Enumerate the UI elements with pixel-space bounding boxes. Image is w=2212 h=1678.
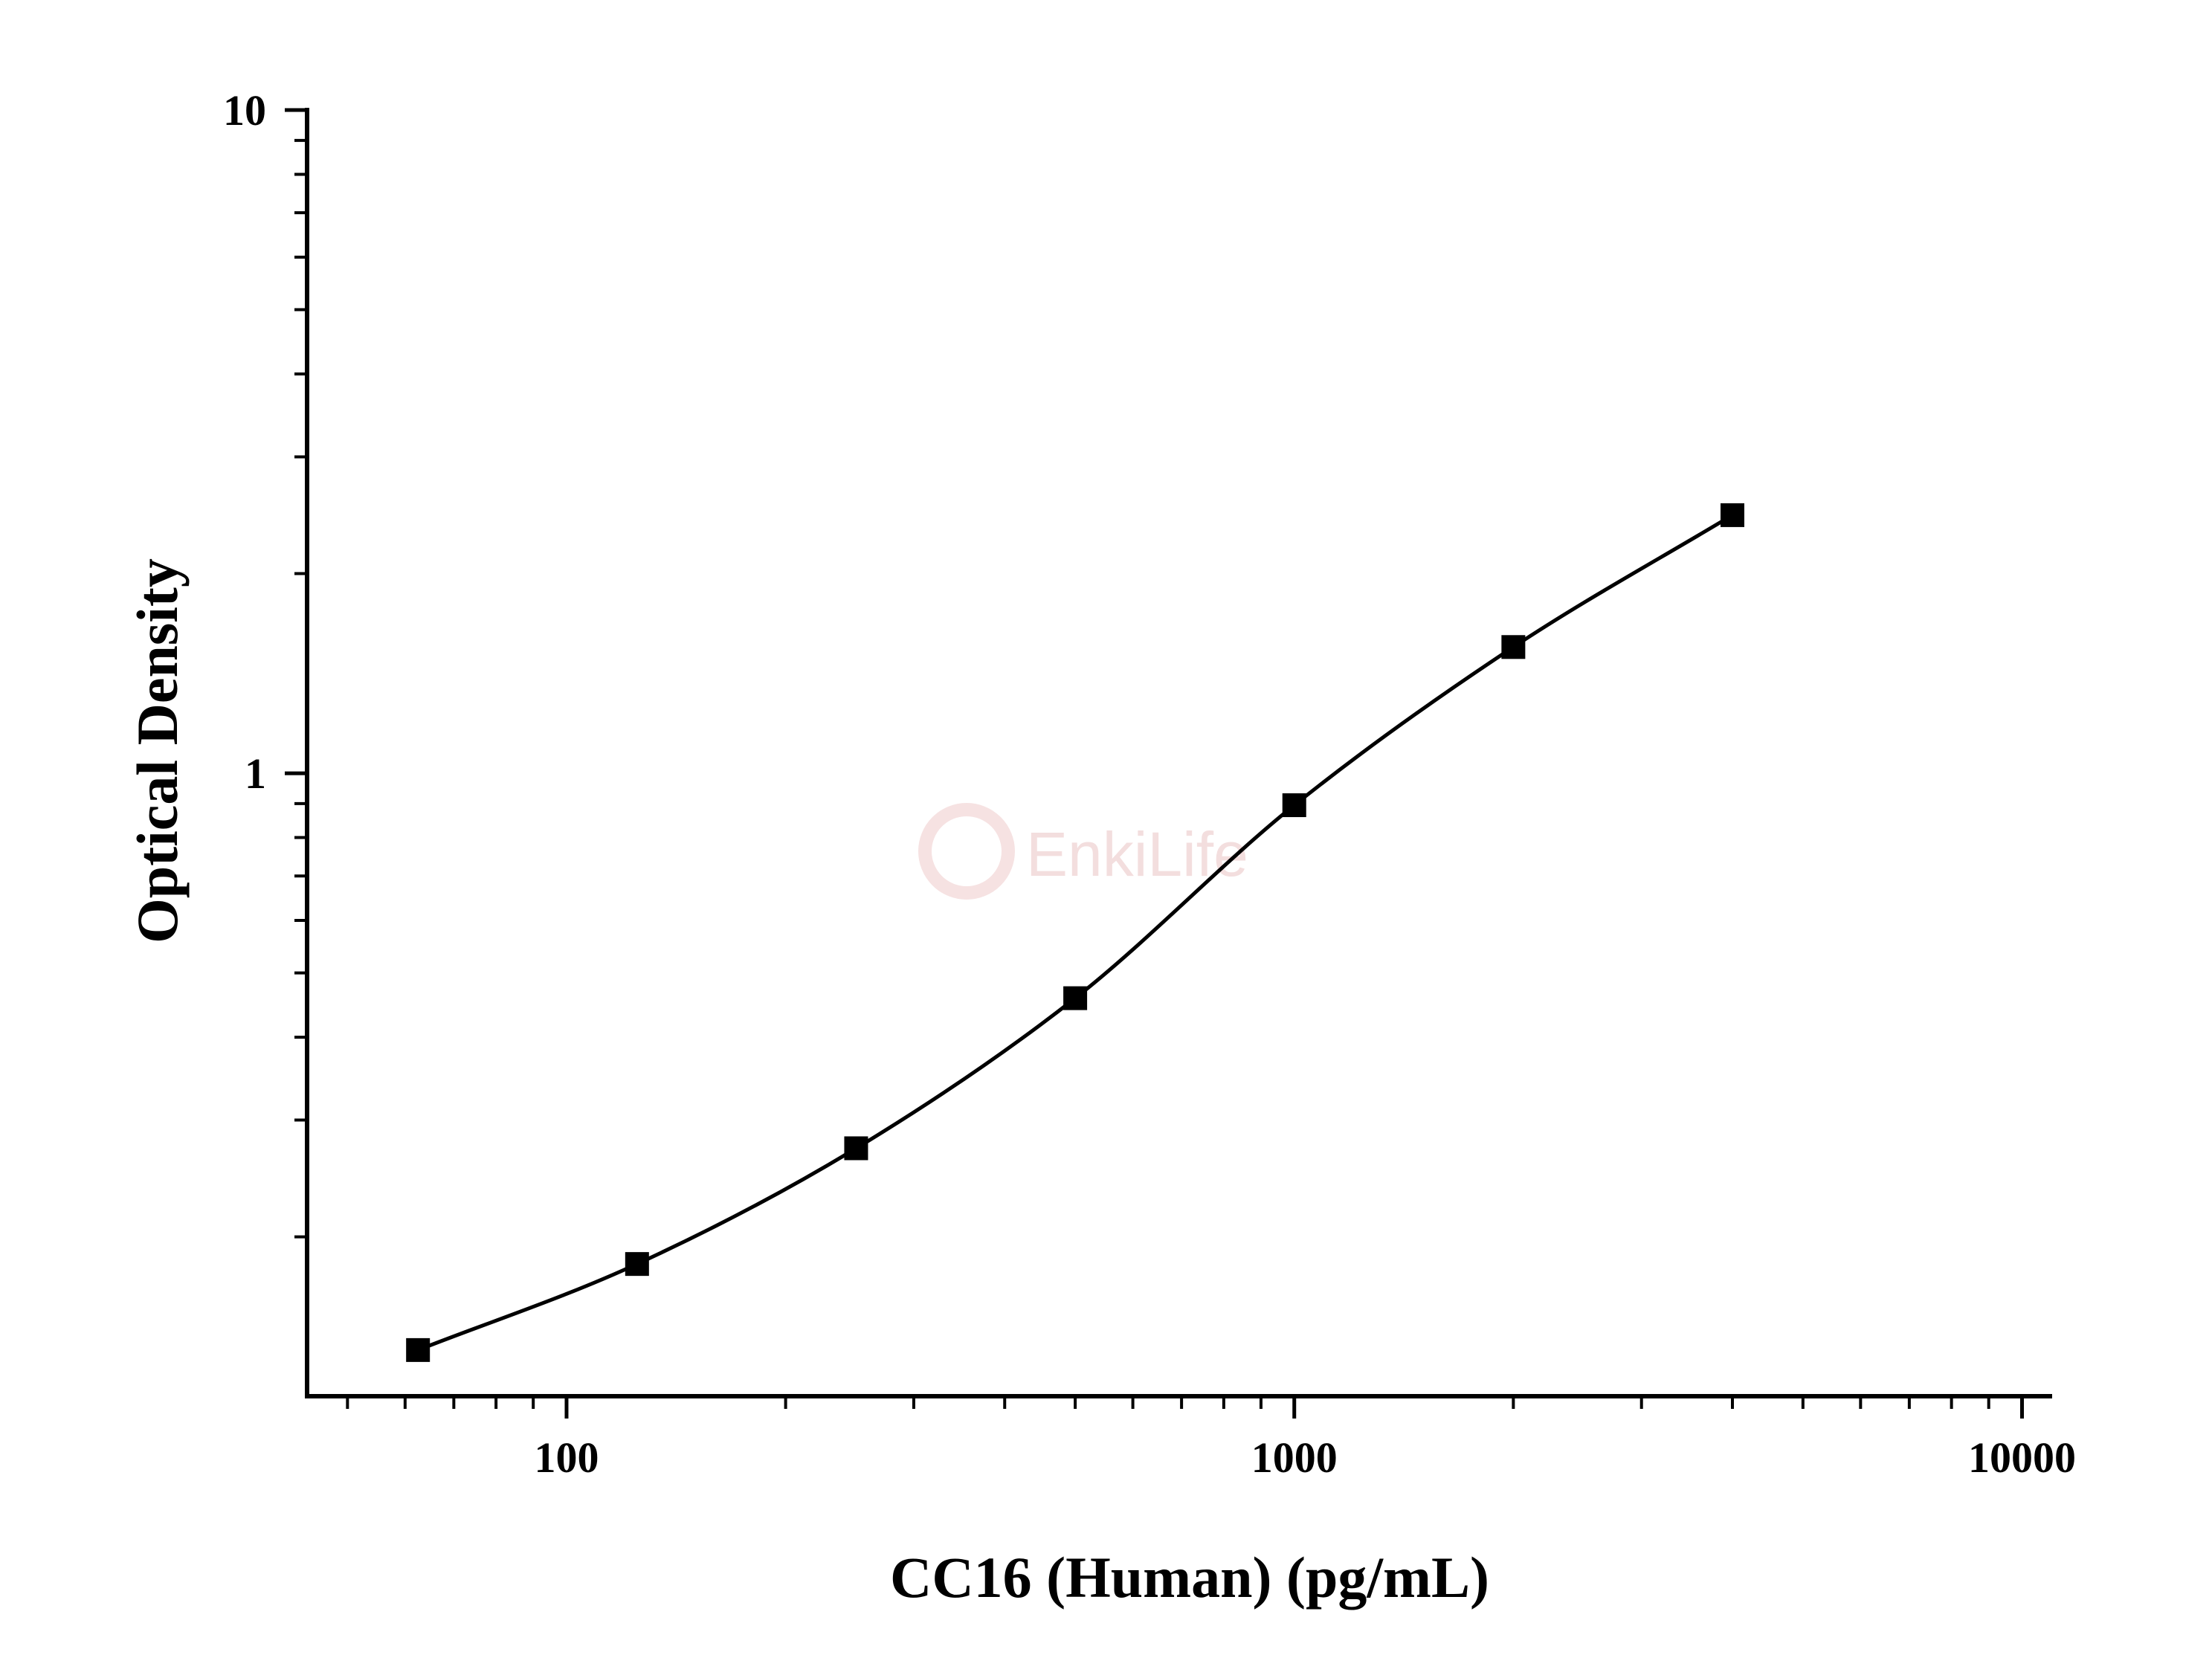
- data-point: [406, 1337, 431, 1362]
- data-point: [1501, 635, 1526, 659]
- x-axis-title: CC16 (Human) (pg/mL): [890, 1545, 1489, 1610]
- watermark-text: EnkiLife: [1026, 819, 1248, 889]
- watermark: EnkiLife: [918, 803, 1248, 900]
- watermark-logo-icon: [918, 803, 1015, 900]
- data-points-layer: [406, 503, 1745, 1362]
- data-point: [1063, 986, 1088, 1010]
- data-point: [844, 1136, 868, 1161]
- fit-curve-layer: [417, 513, 1734, 1352]
- x-tick-label: 100: [534, 1433, 599, 1482]
- data-point: [625, 1252, 649, 1277]
- axes: 100 1000 10000 1 10: [223, 86, 2076, 1482]
- x-tick-label: 10000: [1968, 1433, 2076, 1482]
- x-tick-label: 1000: [1251, 1433, 1338, 1482]
- data-point: [1721, 503, 1745, 527]
- data-point: [1282, 793, 1306, 818]
- fit-curve-line: [417, 513, 1734, 1352]
- y-tick-label: 1: [245, 749, 266, 798]
- y-axis-title: Optical Density: [125, 558, 190, 943]
- y-tick-label: 10: [223, 86, 266, 135]
